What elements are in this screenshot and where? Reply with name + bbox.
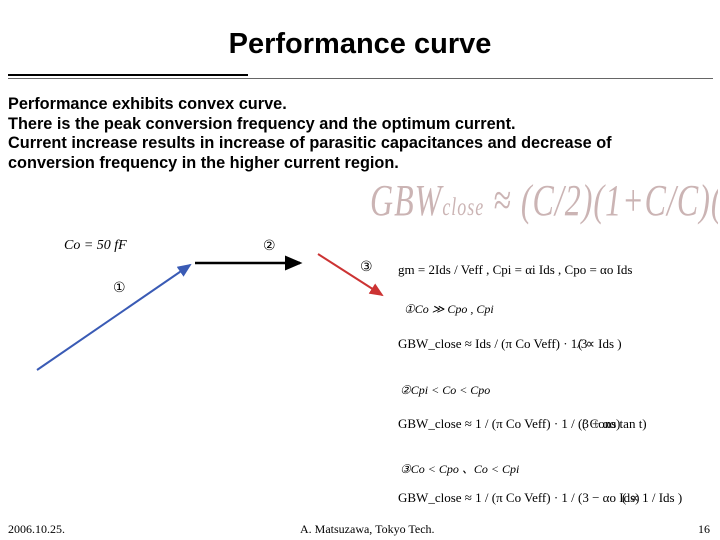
body-line: conversion frequency in the higher curre…: [8, 153, 399, 172]
co-capacitance-label: Co = 50 fF: [64, 238, 127, 253]
footer-date: 2006.10.25.: [8, 522, 65, 536]
body-line: Performance exhibits convex curve.: [8, 95, 287, 113]
gbw-equation-2: GBW_close ≈ 1 / (π Co Veff) · 1 / (3 + α…: [398, 416, 621, 431]
condition-1: ①Co ≫ Cpo , Cpi: [404, 302, 494, 316]
gbw-note-2: ( Cons tan t): [582, 416, 647, 431]
condition-2: ②Cpi < Co < Cpo: [400, 383, 491, 397]
gbw-note-1: ( ∝ Ids ): [578, 336, 622, 351]
region3-marker: ③: [360, 259, 373, 275]
gbw-equation-3: GBW_close ≈ 1 / (π Co Veff) · 1 / (3 − α…: [398, 490, 640, 505]
region3-falling-segment: [317, 253, 384, 297]
body-line: Current increase results in increase of …: [8, 134, 612, 152]
slide-title: Performance curve: [228, 28, 492, 60]
title-underline: [8, 74, 248, 76]
region1-rising-segment: [36, 263, 192, 371]
gbw-note-3: ( ∝ 1 / Ids ): [622, 490, 683, 505]
region2-marker: ②: [263, 238, 276, 254]
gm-equation: gm = 2Ids / Veff , Cpi = αi Ids , Cpo = …: [398, 262, 633, 277]
page-number: 16: [698, 522, 710, 536]
condition-3: ③Co < Cpo 、Co < Cpi: [400, 462, 520, 476]
region1-marker: ①: [113, 280, 126, 296]
gbw-equation-1: GBW_close ≈ Ids / (π Co Veff) · 1/3: [398, 336, 588, 351]
body-text: Performance exhibits convex curve. There…: [8, 95, 713, 173]
title-divider: [8, 78, 713, 79]
footer-author: A. Matsuzawa, Tokyo Tech.: [300, 522, 435, 536]
body-line: There is the peak conversion frequency a…: [8, 114, 516, 133]
blurred-formula-image: GBWclose ≈ (C/2)(1+C/C)(1+C/C): [370, 182, 718, 225]
